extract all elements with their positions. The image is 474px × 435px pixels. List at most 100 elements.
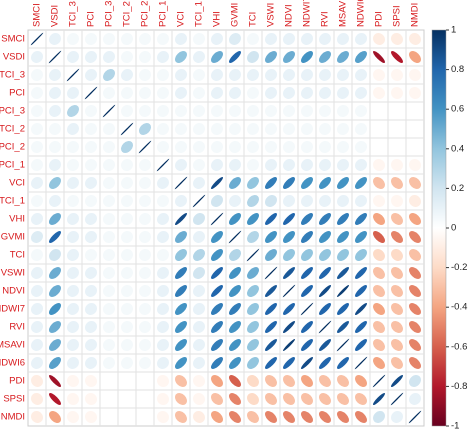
correlation-ellipse <box>211 285 223 297</box>
correlation-ellipse <box>355 231 367 243</box>
correlation-ellipse <box>49 69 61 81</box>
correlation-ellipse <box>229 159 241 171</box>
row-label: NDVI <box>2 286 25 297</box>
correlation-ellipse <box>157 339 169 351</box>
correlation-ellipse <box>373 141 385 153</box>
correlation-ellipse <box>139 321 151 333</box>
correlation-ellipse <box>121 87 133 99</box>
correlation-ellipse <box>337 87 349 99</box>
correlation-ellipse <box>211 267 223 279</box>
correlation-ellipse <box>211 231 223 243</box>
correlation-ellipse <box>247 285 259 297</box>
correlation-ellipse <box>301 231 313 243</box>
correlation-ellipse <box>373 177 385 189</box>
correlation-ellipse <box>301 177 313 189</box>
colorbar-tick-label: -0.2 <box>451 262 467 273</box>
correlation-ellipse <box>319 375 331 387</box>
correlation-ellipse <box>67 51 79 63</box>
correlation-ellipse <box>283 375 295 387</box>
correlation-ellipse <box>336 338 350 352</box>
correlation-ellipse <box>391 375 403 387</box>
correlation-ellipse <box>210 212 224 226</box>
correlation-ellipse <box>175 339 187 351</box>
correlation-ellipse <box>67 177 79 189</box>
row-label: MSAVI <box>0 340 25 351</box>
correlation-ellipse <box>139 177 151 189</box>
correlation-ellipse <box>193 123 205 135</box>
correlation-ellipse <box>85 159 97 171</box>
correlation-ellipse <box>373 249 385 261</box>
correlation-ellipse <box>373 321 385 333</box>
colorbar-tick-label: 1 <box>451 25 456 36</box>
correlation-ellipse <box>121 249 133 261</box>
correlation-ellipse <box>301 285 313 297</box>
correlation-ellipse <box>49 303 61 315</box>
correlation-ellipse <box>355 213 367 225</box>
correlation-ellipse <box>301 33 313 45</box>
correlation-ellipse <box>103 33 115 45</box>
correlation-ellipse <box>175 141 187 153</box>
correlation-ellipse <box>355 177 367 189</box>
correlation-ellipse <box>121 195 133 207</box>
correlation-ellipse <box>409 105 421 117</box>
correlation-ellipse <box>409 195 421 207</box>
correlation-ellipse <box>319 141 331 153</box>
correlation-ellipse <box>283 141 295 153</box>
correlation-ellipse <box>139 249 151 261</box>
correlation-ellipse <box>49 123 61 135</box>
correlation-ellipse <box>103 375 115 387</box>
correlation-ellipse <box>391 267 403 279</box>
correlation-ellipse <box>319 105 331 117</box>
correlation-ellipse <box>157 123 169 135</box>
correlation-ellipse <box>121 105 133 117</box>
correlation-ellipse <box>409 33 421 45</box>
correlation-ellipse <box>355 321 367 333</box>
correlation-ellipse <box>247 411 259 423</box>
correlation-ellipse <box>247 87 259 99</box>
correlation-ellipse <box>49 159 61 171</box>
correlation-ellipse <box>355 285 367 297</box>
row-label: VSDI <box>3 52 25 63</box>
correlation-ellipse <box>319 249 331 261</box>
correlation-ellipse <box>67 159 79 171</box>
correlation-ellipse <box>31 303 43 315</box>
correlation-ellipse <box>319 393 331 405</box>
correlation-ellipse <box>301 339 313 351</box>
correlation-ellipse <box>301 393 313 405</box>
correlation-ellipse <box>409 51 421 63</box>
row-label: PDI <box>9 376 25 387</box>
correlation-ellipse <box>355 123 367 135</box>
correlation-ellipse <box>211 141 223 153</box>
row-label: NDWI6 <box>0 358 25 369</box>
correlation-ellipse <box>157 249 169 261</box>
correlation-ellipse <box>373 51 385 63</box>
correlation-ellipse <box>157 303 169 315</box>
correlation-ellipse <box>355 303 367 315</box>
correlation-ellipse <box>229 339 241 351</box>
correlation-ellipse <box>103 159 115 171</box>
correlation-ellipse <box>337 267 349 279</box>
correlation-ellipse <box>337 393 349 405</box>
correlation-ellipse <box>193 33 205 45</box>
correlation-ellipse <box>211 195 223 207</box>
correlation-ellipse <box>373 393 385 405</box>
correlation-ellipse <box>103 231 115 243</box>
column-label: VSDI <box>50 5 61 27</box>
correlation-ellipse <box>157 231 169 243</box>
correlation-ellipse <box>175 159 187 171</box>
correlation-ellipse <box>391 249 403 261</box>
correlation-ellipse <box>319 195 331 207</box>
correlation-ellipse <box>157 69 169 81</box>
column-label: VHI <box>212 11 223 27</box>
correlation-ellipse <box>157 321 169 333</box>
correlation-ellipse <box>283 339 295 351</box>
correlation-ellipse <box>391 357 403 369</box>
correlation-ellipse <box>175 231 187 243</box>
correlation-ellipse <box>229 105 241 117</box>
row-label: SPSI <box>3 394 25 405</box>
correlation-ellipse <box>192 194 206 208</box>
correlation-ellipse <box>85 321 97 333</box>
correlation-ellipse <box>229 285 241 297</box>
correlation-ellipse <box>193 159 205 171</box>
correlation-ellipse <box>85 303 97 315</box>
